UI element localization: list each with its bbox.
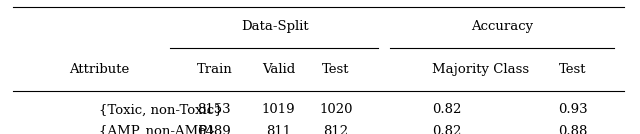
Text: 8153: 8153 xyxy=(198,103,231,116)
Text: 0.82: 0.82 xyxy=(432,103,461,116)
Text: Test: Test xyxy=(559,63,586,76)
Text: 812: 812 xyxy=(323,125,349,134)
Text: Attribute: Attribute xyxy=(69,63,129,76)
Text: Accuracy: Accuracy xyxy=(471,20,534,33)
Text: {Toxic, non-Toxic}: {Toxic, non-Toxic} xyxy=(99,103,223,116)
Text: 0.93: 0.93 xyxy=(558,103,588,116)
Text: Data-Split: Data-Split xyxy=(241,20,309,33)
Text: 1019: 1019 xyxy=(262,103,295,116)
Text: 6489: 6489 xyxy=(198,125,231,134)
Text: 1020: 1020 xyxy=(319,103,353,116)
Text: Train: Train xyxy=(196,63,232,76)
Text: Majority Class: Majority Class xyxy=(432,63,529,76)
Text: 0.82: 0.82 xyxy=(432,125,461,134)
Text: Valid: Valid xyxy=(262,63,295,76)
Text: 0.88: 0.88 xyxy=(558,125,588,134)
Text: 811: 811 xyxy=(266,125,291,134)
Text: {AMP, non-AMP}: {AMP, non-AMP} xyxy=(99,125,216,134)
Text: Test: Test xyxy=(323,63,349,76)
